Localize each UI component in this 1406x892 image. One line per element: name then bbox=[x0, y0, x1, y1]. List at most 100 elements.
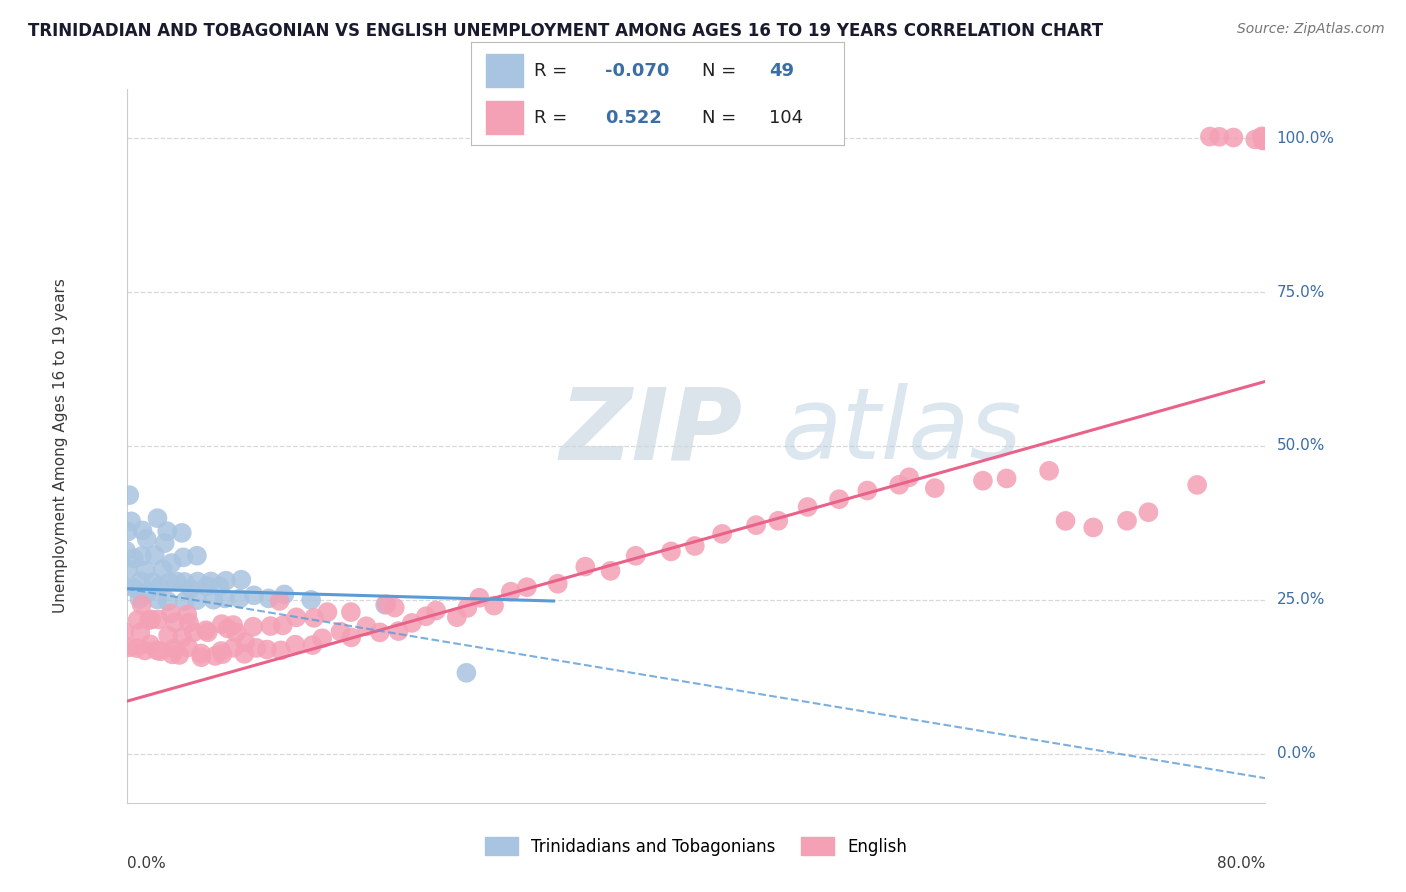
Point bbox=[1054, 514, 1077, 528]
Text: 80.0%: 80.0% bbox=[1218, 856, 1265, 871]
Point bbox=[271, 618, 294, 632]
Point bbox=[173, 574, 195, 589]
Point bbox=[169, 648, 191, 662]
Text: 0.522: 0.522 bbox=[605, 109, 662, 127]
Point bbox=[222, 640, 245, 655]
Point bbox=[683, 539, 706, 553]
Point bbox=[225, 625, 247, 640]
Point bbox=[228, 591, 250, 606]
Point bbox=[176, 607, 198, 622]
Point bbox=[209, 644, 232, 658]
Point bbox=[599, 564, 621, 578]
Point bbox=[356, 619, 378, 633]
Point bbox=[659, 544, 682, 558]
Point bbox=[257, 591, 280, 606]
Point bbox=[1251, 133, 1274, 147]
Text: N =: N = bbox=[702, 109, 742, 127]
Point bbox=[387, 624, 409, 638]
Point bbox=[446, 610, 468, 624]
Point bbox=[122, 581, 145, 595]
Point bbox=[118, 488, 141, 502]
Point bbox=[828, 492, 851, 507]
Point bbox=[311, 632, 333, 646]
Point bbox=[180, 582, 202, 596]
Point bbox=[172, 550, 194, 565]
Legend: Trinidadians and Tobagonians, English: Trinidadians and Tobagonians, English bbox=[478, 830, 914, 863]
Text: Source: ZipAtlas.com: Source: ZipAtlas.com bbox=[1237, 22, 1385, 37]
Text: 49: 49 bbox=[769, 62, 794, 79]
Bar bbox=[486, 102, 523, 134]
Point bbox=[157, 628, 180, 642]
Point bbox=[187, 574, 209, 589]
Text: 0.0%: 0.0% bbox=[127, 856, 166, 871]
Point bbox=[177, 640, 200, 655]
Point bbox=[117, 524, 139, 539]
Point bbox=[142, 575, 165, 590]
Point bbox=[856, 483, 879, 498]
Text: R =: R = bbox=[534, 109, 574, 127]
Text: -0.070: -0.070 bbox=[605, 62, 669, 79]
Point bbox=[898, 470, 921, 484]
Point bbox=[1253, 134, 1275, 148]
Point bbox=[172, 630, 194, 644]
Point bbox=[1208, 129, 1230, 144]
Point bbox=[302, 611, 325, 625]
Point bbox=[1254, 132, 1277, 146]
Point bbox=[329, 624, 352, 639]
Point bbox=[194, 624, 217, 638]
Point bbox=[139, 637, 162, 651]
Point bbox=[159, 575, 181, 590]
Point bbox=[149, 644, 172, 658]
Point bbox=[624, 549, 647, 563]
Point bbox=[456, 665, 478, 680]
Point bbox=[401, 615, 423, 630]
Point bbox=[1251, 130, 1274, 145]
Point bbox=[231, 573, 253, 587]
Point bbox=[547, 576, 569, 591]
Point bbox=[160, 556, 183, 570]
Point bbox=[456, 601, 478, 615]
Point bbox=[273, 587, 295, 601]
Text: 50.0%: 50.0% bbox=[1277, 439, 1324, 453]
Point bbox=[1137, 505, 1160, 519]
Point bbox=[215, 574, 238, 588]
Point bbox=[270, 643, 292, 657]
Point bbox=[574, 559, 596, 574]
Point bbox=[117, 562, 139, 576]
Point bbox=[197, 625, 219, 640]
Point bbox=[340, 605, 363, 619]
Text: ZIP: ZIP bbox=[560, 384, 742, 480]
Point bbox=[174, 594, 197, 608]
Point bbox=[482, 599, 505, 613]
Point bbox=[138, 613, 160, 627]
Point bbox=[162, 648, 184, 662]
Point bbox=[1256, 131, 1278, 145]
Text: 0.0%: 0.0% bbox=[1277, 746, 1315, 761]
Point bbox=[128, 592, 150, 607]
Point bbox=[516, 580, 538, 594]
Point bbox=[148, 579, 170, 593]
Point bbox=[131, 549, 153, 563]
Point bbox=[202, 592, 225, 607]
Point bbox=[1222, 130, 1244, 145]
Point bbox=[1258, 129, 1281, 144]
Point bbox=[1199, 129, 1222, 144]
Point bbox=[186, 593, 208, 607]
Point bbox=[301, 638, 323, 652]
Point bbox=[972, 474, 994, 488]
Text: N =: N = bbox=[702, 62, 742, 79]
Point bbox=[1256, 133, 1278, 147]
Point bbox=[374, 598, 396, 612]
Point bbox=[768, 514, 790, 528]
Point bbox=[211, 647, 233, 661]
Point bbox=[135, 532, 157, 546]
Point bbox=[1038, 464, 1060, 478]
Point bbox=[384, 600, 406, 615]
Point bbox=[190, 647, 212, 661]
Point bbox=[134, 564, 156, 578]
Text: TRINIDADIAN AND TOBAGONIAN VS ENGLISH UNEMPLOYMENT AMONG AGES 16 TO 19 YEARS COR: TRINIDADIAN AND TOBAGONIAN VS ENGLISH UN… bbox=[28, 22, 1104, 40]
Point bbox=[1116, 514, 1139, 528]
Point bbox=[129, 625, 152, 640]
Text: atlas: atlas bbox=[782, 384, 1024, 480]
Text: 75.0%: 75.0% bbox=[1277, 285, 1324, 300]
